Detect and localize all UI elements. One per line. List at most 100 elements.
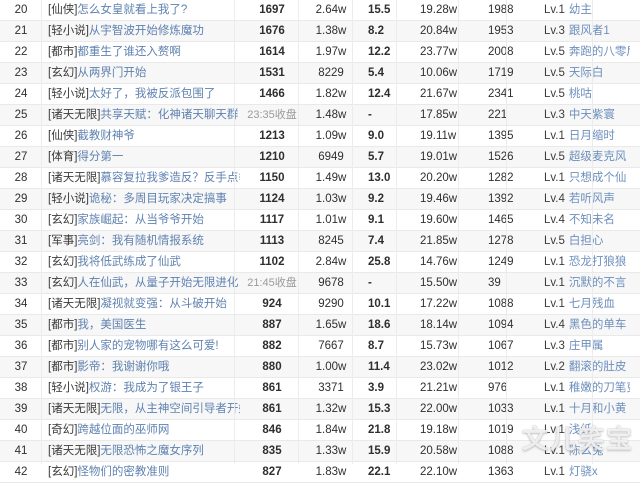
user-nickname-link[interactable]: 翻滚的肚皮 <box>568 361 627 373</box>
table-row[interactable]: 28[诸天无限]慕容复拉我爹造反？反手点举报!11501.49w13.020.2… <box>0 167 640 189</box>
book-title-link[interactable]: 都重生了谁还入赘啊 <box>77 46 181 58</box>
cell-user[interactable]: Lv.1稚嫩的刀笔吏 <box>536 377 630 399</box>
table-row[interactable]: 37 [都市]影帝：我谢谢你哦 880 1.00w 11.4 23.02w 1012 Lv.2… <box>0 356 640 378</box>
cell-user[interactable]: Lv.3 中天紫寰 <box>536 104 630 126</box>
table-row[interactable]: 22 [都市]都重生了谁还入赘啊 1614 1.97w 12.2 23.77w 2008 Lv… <box>0 41 640 63</box>
book-title-link[interactable]: 凝视就变强：从斗破开始 <box>100 298 227 310</box>
cell-user[interactable]: Lv.1 灯骁x <box>536 461 630 483</box>
table-row[interactable]: 38 [轻小说]权游：我成为了银王子 861 3371 3.9 21.21w 976 Lv.1… <box>0 377 640 399</box>
cell-user[interactable]: Lv.4 不知未名 <box>536 209 630 231</box>
table-row[interactable]: 27 [体育]得分第一 1210 6949 5.7 19.01w 1526 Lv.5 超级麦克风… <box>0 146 640 168</box>
cell-user[interactable]: Lv.1 幼主 <box>536 0 630 21</box>
book-title-link[interactable]: 影帝：我谢谢你哦 <box>77 361 170 373</box>
cell-user[interactable]: Lv.5 超级麦克风 <box>536 146 630 168</box>
user-nickname-link[interactable]: 幼主 <box>568 4 592 16</box>
cell-title[interactable]: [仙侠]截教财神爷 <box>42 125 240 147</box>
table-row[interactable]: 36 [都市]别人家的宠物哪有这么可爱! 882 7667 8.7 15.73w 1067 L… <box>0 335 640 357</box>
cell-user[interactable]: Lv.5奔跑的八零后 <box>536 41 630 63</box>
cell-title[interactable]: [玄幻]家族崛起：从当爷爷开始 <box>42 209 240 231</box>
book-title-link[interactable]: 我将低武练成了仙武 <box>77 256 181 268</box>
cell-title[interactable]: [轻小说]权游：我成为了银王子 <box>42 377 240 399</box>
book-title-link[interactable]: 太好了，我被反派包围了 <box>88 88 216 100</box>
book-title-link[interactable]: 跨越位面的巫师网 <box>77 424 170 436</box>
user-nickname-link[interactable]: 超级麦克风 <box>568 151 627 163</box>
table-row[interactable]: 39 [诸天无限]无限，从主神空间引导者开始 861 1.32w 15.3 22.00w 1… <box>0 398 640 420</box>
cell-title[interactable]: [仙侠]怎么女皇就看上我了? <box>42 0 240 21</box>
cell-user[interactable]: Lv.1 陈么兔 <box>536 440 630 462</box>
cell-title[interactable]: [玄幻]人在仙武，从量子开始无限进化 <box>42 272 240 294</box>
table-row[interactable]: 35 [都市]我，美国医生 887 1.65w 18.6 18.14w 1094 Lv.4 黑色… <box>0 314 640 336</box>
table-row[interactable]: 33 [玄幻]人在仙武，从量子开始无限进化 21:45收盘 9678-15.50w 39… <box>0 272 640 294</box>
cell-title[interactable]: [玄幻]我将低武练成了仙武 <box>42 251 240 273</box>
user-nickname-link[interactable]: 七月残血 <box>568 298 615 310</box>
cell-user[interactable]: Lv.5 桃咕 <box>536 83 630 105</box>
cell-title[interactable]: [诸天无限]慕容复拉我爹造反？反手点举报! <box>42 167 240 189</box>
user-nickname-link[interactable]: 陈么兔 <box>568 445 604 457</box>
cell-title[interactable]: [轻小说]诡秘：多周目玩家决定搞事 <box>42 188 240 210</box>
table-row[interactable]: 31 [军事]亮剑：我有随机情报系统 1113 8245 7.4 21.85w 1278 Lv… <box>0 230 640 252</box>
cell-title[interactable]: [奇幻]跨越位面的巫师网 <box>42 419 240 441</box>
user-nickname-link[interactable]: 沉默的不言 <box>568 277 627 289</box>
book-title-link[interactable]: 亮剑：我有随机情报系统 <box>77 235 204 247</box>
user-nickname-link[interactable]: 浅纸 <box>568 424 592 436</box>
user-nickname-link[interactable]: 稚嫩的刀笔吏 <box>568 382 630 394</box>
cell-title[interactable]: [诸天无限]凝视就变强：从斗破开始 <box>42 293 240 315</box>
cell-user[interactable]: Lv.4 黑色的单车 <box>536 314 630 336</box>
user-nickname-link[interactable]: 黑色的单车 <box>568 319 627 331</box>
cell-user[interactable]: Lv.1 沉默的不言 <box>536 272 630 294</box>
book-title-link[interactable]: 权游：我成为了银王子 <box>88 382 204 394</box>
book-title-link[interactable]: 无限恐怖之魔女序列 <box>100 445 204 457</box>
user-nickname-link[interactable]: 中天紫寰 <box>568 109 615 121</box>
table-row[interactable]: 30 [玄幻]家族崛起：从当爷爷开始 1117 1.01w 9.1 19.60w 1465 L… <box>0 209 640 231</box>
table-row[interactable]: 20 [仙侠]怎么女皇就看上我了? 1697 2.64w 15.5 19.28w 1988 L… <box>0 0 640 21</box>
cell-user[interactable]: Lv.1 只想成个仙 <box>536 167 630 189</box>
table-row[interactable]: 42 [玄幻]怪物们的密教准则 827 1.83w 22.1 22.10w 1363 Lv.1… <box>0 461 640 483</box>
cell-title[interactable]: [玄幻]从两界门开始 <box>42 62 240 84</box>
user-nickname-link[interactable]: 灯骁x <box>568 466 598 478</box>
user-nickname-link[interactable]: 奔跑的八零后 <box>568 46 630 58</box>
cell-user[interactable]: Lv.5 天际白 <box>536 62 630 84</box>
book-title-link[interactable]: 怎么女皇就看上我了? <box>77 4 188 16</box>
cell-title[interactable]: [轻小说]太好了，我被反派包围了 <box>42 83 240 105</box>
cell-title[interactable]: [诸天无限]无限恐怖之魔女序列 <box>42 440 240 462</box>
cell-user[interactable]: Lv.4 若听风声 <box>536 188 630 210</box>
user-nickname-link[interactable]: 白担心 <box>568 235 604 247</box>
user-nickname-link[interactable]: 十月和小黄 <box>568 403 627 415</box>
user-nickname-link[interactable]: 庄甲属 <box>568 340 604 352</box>
cell-title[interactable]: [诸天无限]无限，从主神空间引导者开始 <box>42 398 240 420</box>
book-title-link[interactable]: 慕容复拉我爹造反？反手点举报! <box>100 172 240 184</box>
user-nickname-link[interactable]: 桃咕 <box>568 88 592 100</box>
cell-user[interactable]: Lv.1 七月残血 <box>536 293 630 315</box>
table-row[interactable]: 29 [轻小说]诡秘：多周目玩家决定搞事 1124 1.03w 9.2 19.46w 139… <box>0 188 640 210</box>
cell-user[interactable]: Lv.1 恐龙打狼狼 <box>536 251 630 273</box>
book-title-link[interactable]: 家族崛起：从当爷爷开始 <box>77 214 204 226</box>
table-row[interactable]: 40 [奇幻]跨越位面的巫师网 846 1.84w 21.8 19.18w 1019 Lv.1… <box>0 419 640 441</box>
cell-title[interactable]: [诸天无限]共享天赋：化神诸天聊天群 <box>42 104 240 126</box>
user-nickname-link[interactable]: 只想成个仙 <box>568 172 627 184</box>
user-nickname-link[interactable]: 跟风者1 <box>568 25 610 37</box>
user-nickname-link[interactable]: 天际白 <box>568 67 604 79</box>
cell-title[interactable]: [都市]别人家的宠物哪有这么可爱! <box>42 335 240 357</box>
cell-user[interactable]: Lv.5 白担心 <box>536 230 630 252</box>
cell-user[interactable]: Lv.3 跟风者1 <box>536 20 630 42</box>
table-row[interactable]: 24 [轻小说]太好了，我被反派包围了 1466 1.82w 12.4 21.67w 234… <box>0 83 640 105</box>
cell-title[interactable]: [军事]亮剑：我有随机情报系统 <box>42 230 240 252</box>
book-title-link[interactable]: 无限，从主神空间引导者开始 <box>100 403 240 415</box>
book-title-link[interactable]: 从宇智波开始修炼魔功 <box>88 25 204 37</box>
table-row[interactable]: 34 [诸天无限]凝视就变强：从斗破开始 924 9290 10.1 17.22w 1088… <box>0 293 640 315</box>
book-title-link[interactable]: 怪物们的密教准则 <box>77 466 170 478</box>
cell-title[interactable]: [都市]影帝：我谢谢你哦 <box>42 356 240 378</box>
table-row[interactable]: 23 [玄幻]从两界门开始 1531 8229 5.4 10.06w 1719 Lv.5 天际白… <box>0 62 640 84</box>
book-title-link[interactable]: 截教财神爷 <box>77 130 135 142</box>
table-row[interactable]: 26 [仙侠]截教财神爷 1213 1.09w 9.0 19.11w 1395 Lv.1 日月缩… <box>0 125 640 147</box>
cell-title[interactable]: [都市]都重生了谁还入赘啊 <box>42 41 240 63</box>
user-nickname-link[interactable]: 恐龙打狼狼 <box>568 256 627 268</box>
cell-user[interactable]: Lv.1 浅纸 <box>536 419 630 441</box>
book-title-link[interactable]: 诡秘：多周目玩家决定搞事 <box>88 193 227 205</box>
table-row[interactable]: 21 [轻小说]从宇智波开始修炼魔功 1676 1.38w 8.2 20.84w 1953 L… <box>0 20 640 42</box>
table-row[interactable]: 25 [诸天无限]共享天赋：化神诸天聊天群 23:35收盘 1.48w -17.85w 2… <box>0 104 640 126</box>
book-title-link[interactable]: 别人家的宠物哪有这么可爱! <box>77 340 219 352</box>
cell-title[interactable]: [轻小说]从宇智波开始修炼魔功 <box>42 20 240 42</box>
cell-user[interactable]: Lv.3 庄甲属 <box>536 335 630 357</box>
cell-title[interactable]: [玄幻]怪物们的密教准则 <box>42 461 240 483</box>
